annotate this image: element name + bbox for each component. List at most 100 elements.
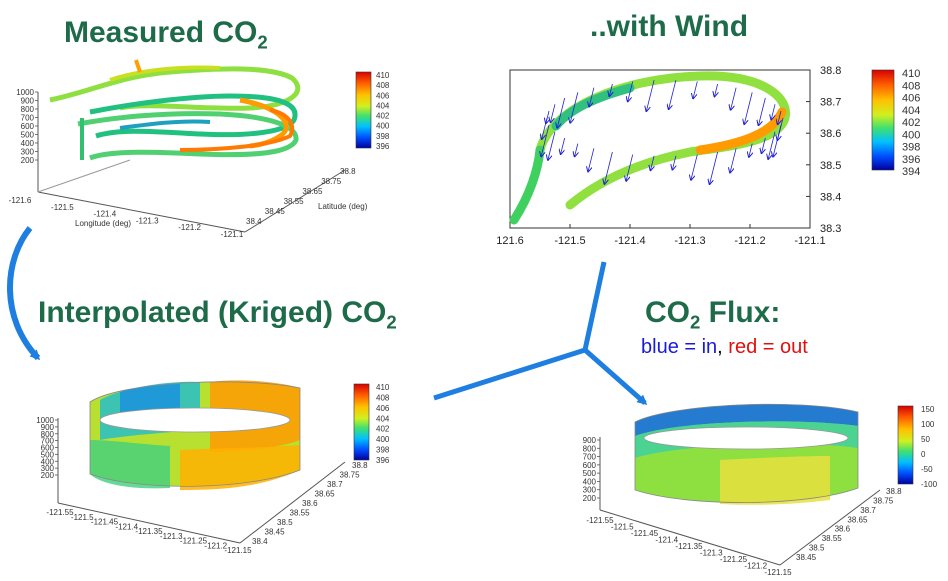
flux-xtick-3: -121.4 <box>655 536 678 545</box>
kriged-cbar-label-6: 398 <box>376 446 390 455</box>
flux-xtick-6: -121.25 <box>720 555 748 564</box>
measured-track-2 <box>89 93 298 139</box>
wind-vector-15 <box>548 131 556 160</box>
wind-vector-22 <box>589 87 595 107</box>
wind-track-hot <box>695 107 787 155</box>
kriged-ztick-1: 900 <box>41 423 55 432</box>
flow-arrows <box>7 226 648 405</box>
wind-vector-4 <box>749 143 752 157</box>
flux-xtick-4: -121.35 <box>675 542 703 551</box>
measured-track-6 <box>109 65 221 82</box>
wind-vector-29 <box>731 87 737 110</box>
measured-ztick-7: 300 <box>21 148 35 157</box>
measured-ztick-3: 700 <box>21 114 35 123</box>
kriged-ztick-4: 600 <box>41 444 55 453</box>
flux-y-axis <box>779 489 881 566</box>
measured-ytick-0: 38.4 <box>246 217 262 226</box>
kriged-ztick-3: 700 <box>41 437 55 446</box>
kriged-ztick-2: 800 <box>41 430 55 439</box>
flux-ztick-5: 400 <box>583 477 597 486</box>
measured-ytick-2: 38.55 <box>284 197 305 206</box>
measured-cbar-label-3: 404 <box>376 101 390 110</box>
flux-ytick-3: 38.6 <box>835 525 851 534</box>
flux-top-band <box>635 404 858 436</box>
flux-xtick-7: -121.2 <box>744 562 767 571</box>
wind-vector-10 <box>626 154 634 181</box>
wind-vector-24 <box>628 81 634 101</box>
kriged-cbar-label-1: 408 <box>376 393 390 402</box>
measured-xtick-1: -121.5 <box>51 203 74 212</box>
kriged-cbar-label-4: 402 <box>376 425 390 434</box>
flux-ytick-2: 38.55 <box>822 534 843 543</box>
measured-track-1 <box>49 66 301 111</box>
flux-xtick-2: -121.45 <box>631 529 659 538</box>
kriged-ytick-5: 38.65 <box>315 490 336 499</box>
flux-ztick-4: 500 <box>583 469 597 478</box>
flux-cbar-label-5: -100 <box>921 480 938 489</box>
wind-cbar-label-5: 400 <box>902 129 920 141</box>
kriged-cylinder <box>89 380 301 490</box>
kriged-ztick-5: 500 <box>41 450 55 459</box>
kriged-xtick-3: -121.4 <box>115 522 138 531</box>
flux-cbar-label-4: -50 <box>921 465 933 474</box>
wind-vector-23 <box>609 83 612 96</box>
measured-track-8 <box>134 59 142 73</box>
wind-xtick-5: -121.1 <box>794 235 825 247</box>
flux-note-red: red = out <box>728 336 808 358</box>
wind-cbar-label-3: 404 <box>902 105 920 117</box>
wind-ytick-3: 38.5 <box>820 160 841 172</box>
measured-x-axis <box>37 191 246 233</box>
wind-xtick-2: -121.4 <box>614 235 645 247</box>
measured-cbar-label-0: 410 <box>376 71 390 80</box>
wind-vector-9 <box>651 155 655 170</box>
measured-back-axis <box>37 159 131 193</box>
wind-ytick-0: 38.8 <box>820 65 841 77</box>
measured-ytick-1: 38.45 <box>265 207 286 216</box>
measured-ztick-8: 200 <box>21 156 35 165</box>
wind-vector-18 <box>546 110 549 123</box>
measured-colorbar <box>355 71 372 149</box>
wind-vector-12 <box>588 148 595 171</box>
wind-colorbar <box>871 69 895 171</box>
kriged-inner-rim <box>99 407 291 433</box>
wind-vector-1 <box>773 124 782 157</box>
wind-vector-8 <box>672 155 675 170</box>
wind-track-and-vectors <box>509 71 790 225</box>
kriged-xtick-0: -121.55 <box>46 508 74 517</box>
flux-ztick-0: 900 <box>583 436 597 445</box>
kriged-cbar-label-5: 400 <box>376 435 390 444</box>
wind-ytick-2: 38.6 <box>820 128 841 140</box>
kriged-cbar-label-0: 410 <box>376 383 390 392</box>
measured-flight-tracks <box>49 59 301 161</box>
flux-ztick-2: 700 <box>583 453 597 462</box>
wind-vector-7 <box>691 154 698 180</box>
flux-xtick-5: -121.3 <box>700 549 723 558</box>
kriged-ztick-8: 200 <box>41 471 55 480</box>
measured-ztick-6: 400 <box>21 139 35 148</box>
flux-note-separator: , <box>717 336 729 358</box>
flux-cbar-label-3: 0 <box>921 450 926 459</box>
kriged-ztick-7: 300 <box>41 464 55 473</box>
flux-xtick-8: -121.15 <box>764 568 792 577</box>
wind-vector-31 <box>759 97 766 125</box>
wind-cbar-label-1: 408 <box>902 80 920 92</box>
measured-xtick-0: -121.6 <box>9 196 32 205</box>
kriged-x-axis <box>57 502 241 544</box>
flux-inner-rim <box>643 426 849 450</box>
wind-vector-5 <box>730 148 737 172</box>
wind-vector-27 <box>693 81 698 98</box>
flux-x-axis <box>599 509 781 566</box>
measured-cbar-label-2: 406 <box>376 91 390 100</box>
kriged-ytick-4: 38.6 <box>302 499 318 508</box>
flux-ztick-6: 300 <box>583 486 597 495</box>
flux-colorbar <box>897 405 914 485</box>
measured-xtick-4: -121.2 <box>178 223 201 232</box>
wind-xtick-3: -121.3 <box>674 235 705 247</box>
wind-vector-6 <box>710 151 718 184</box>
measured-cbar-label-6: 398 <box>376 132 390 141</box>
wind-vector-25 <box>646 80 655 111</box>
kriged-xtick-1: -121.5 <box>71 513 94 522</box>
